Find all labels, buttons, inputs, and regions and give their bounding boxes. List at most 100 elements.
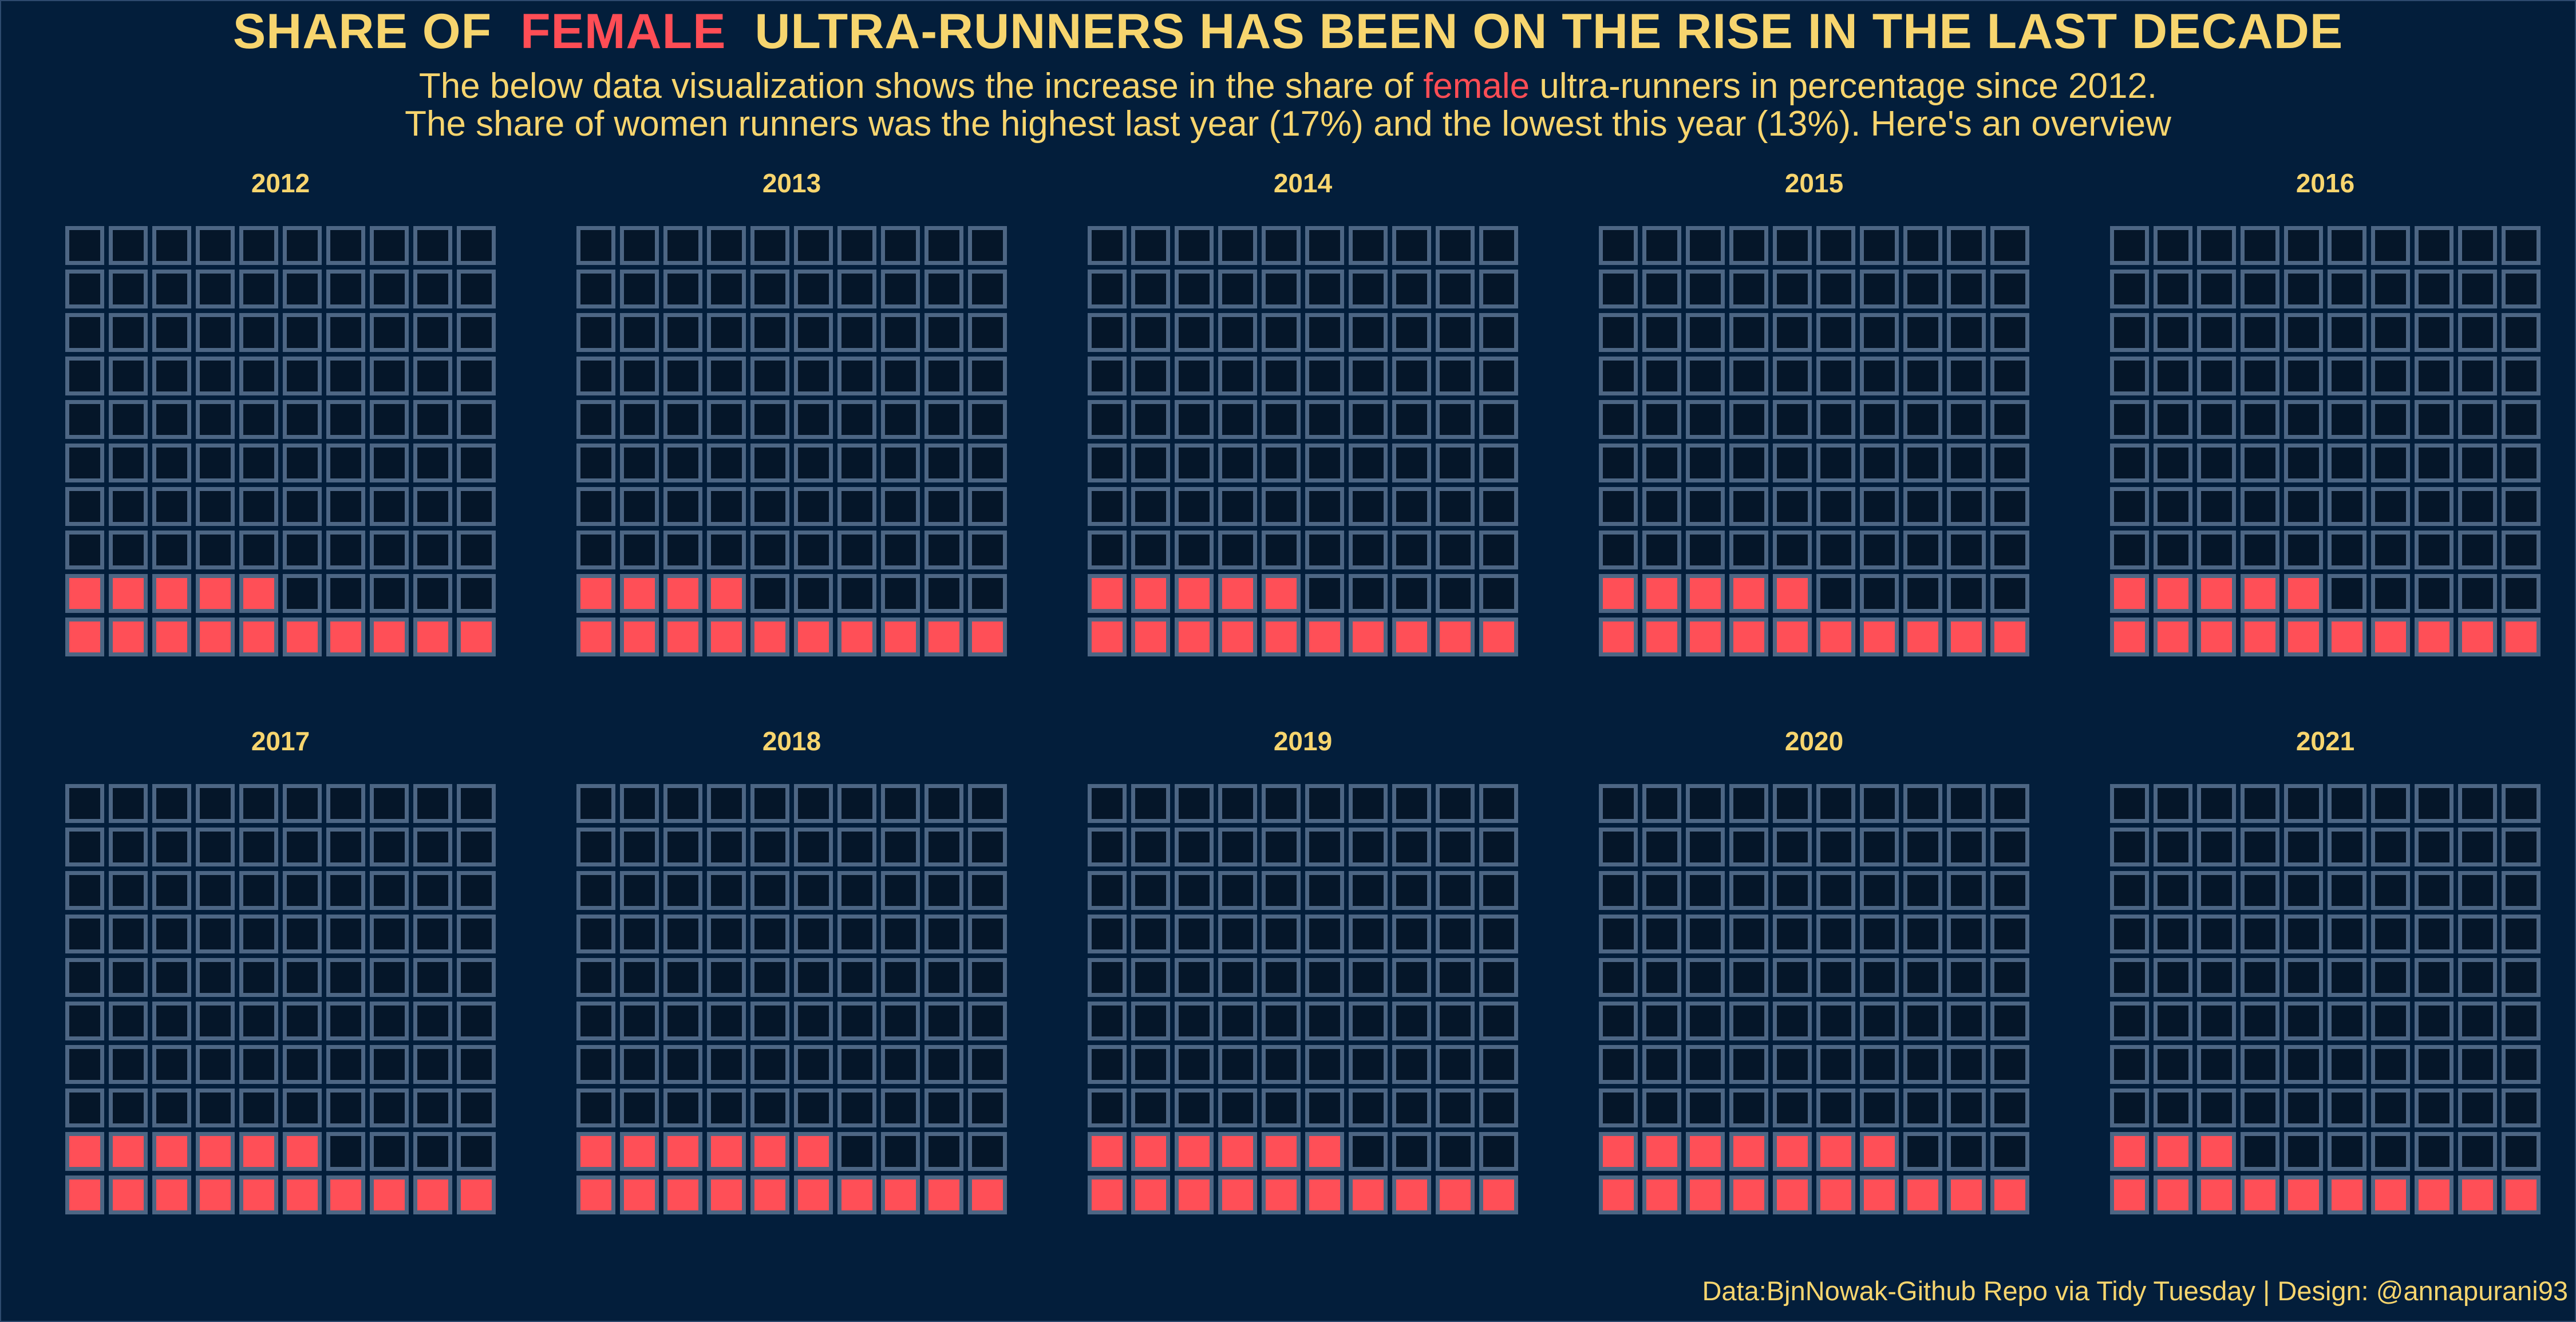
waffle-cell <box>1990 400 2029 439</box>
waffle-cell <box>2502 357 2541 395</box>
waffle-cell-female <box>1479 1175 1518 1214</box>
waffle-cell-female <box>1860 618 1899 656</box>
waffle-cell <box>924 828 963 866</box>
waffle-cell <box>663 226 702 265</box>
waffle-cell <box>1479 357 1518 395</box>
waffle-cell <box>1990 357 2029 395</box>
waffle-cell <box>1903 1089 1942 1127</box>
waffle-cell <box>924 226 963 265</box>
waffle-cell-female <box>65 1175 104 1214</box>
waffle-cell <box>881 1089 920 1127</box>
waffle-cell-female <box>283 1132 322 1171</box>
waffle-cell <box>1816 784 1855 823</box>
waffle-cell <box>881 958 920 997</box>
waffle-cell <box>968 487 1007 526</box>
waffle-cell <box>413 1132 452 1171</box>
waffle-cell <box>152 871 191 910</box>
waffle-cell <box>1175 357 1214 395</box>
waffle-cell <box>924 1045 963 1084</box>
waffle-cell <box>413 444 452 482</box>
waffle-cell <box>1903 444 1942 482</box>
waffle-cell <box>1947 958 1986 997</box>
waffle-cell <box>2154 226 2192 265</box>
waffle-cell <box>1729 226 1768 265</box>
waffle-cell <box>1305 313 1344 352</box>
waffle-cell <box>2371 574 2410 613</box>
waffle-cell <box>1392 828 1431 866</box>
waffle-cell <box>2110 444 2149 482</box>
waffle-cell <box>1349 574 1388 613</box>
waffle-cell <box>663 531 702 569</box>
waffle-cell <box>326 444 365 482</box>
waffle-cell <box>1599 357 1638 395</box>
waffle-panel-2021: 2021 <box>2110 726 2541 1214</box>
waffle-cell <box>2502 958 2541 997</box>
waffle-panel-2017: 2017 <box>65 726 496 1214</box>
waffle-cell-female <box>1773 1175 1812 1214</box>
waffle-cell <box>1816 1089 1855 1127</box>
waffle-cell <box>370 1132 409 1171</box>
waffle-cell <box>2328 270 2366 308</box>
waffle-cell <box>2415 400 2453 439</box>
waffle-cell <box>924 357 963 395</box>
waffle-cell <box>239 1045 278 1084</box>
waffle-cell <box>2197 871 2236 910</box>
waffle-cell <box>152 915 191 953</box>
waffle-cell-female <box>663 618 702 656</box>
waffle-cell <box>1088 1045 1127 1084</box>
waffle-cell <box>1305 226 1344 265</box>
waffle-cell <box>1686 958 1725 997</box>
waffle-cell <box>1479 487 1518 526</box>
waffle-cell <box>2458 313 2497 352</box>
waffle-cell <box>239 784 278 823</box>
waffle-cell-female <box>196 1175 235 1214</box>
waffle-cell <box>2371 270 2410 308</box>
waffle-cell-female <box>239 1175 278 1214</box>
waffle-cell <box>326 784 365 823</box>
waffle-cell <box>2328 574 2366 613</box>
waffle-cell <box>968 1132 1007 1171</box>
waffle-cell <box>196 357 235 395</box>
waffle-cell-female <box>1686 618 1725 656</box>
waffle-cell <box>576 487 615 526</box>
waffle-cell <box>370 400 409 439</box>
waffle-cell <box>1903 784 1942 823</box>
waffle-cell <box>1392 444 1431 482</box>
waffle-cell <box>2371 531 2410 569</box>
waffle-cell-female <box>968 1175 1007 1214</box>
waffle-cell <box>65 487 104 526</box>
waffle-cell-female <box>1262 574 1301 613</box>
waffle-cell <box>1903 1002 1942 1040</box>
waffle-cell <box>283 828 322 866</box>
waffle-cell <box>1990 313 2029 352</box>
waffle-cell-female <box>2415 618 2453 656</box>
waffle-cell <box>1903 1132 1942 1171</box>
waffle-cell <box>152 531 191 569</box>
waffle-cell-female <box>2110 1175 2149 1214</box>
waffle-cell <box>2371 357 2410 395</box>
waffle-cell <box>2154 1002 2192 1040</box>
waffle-cell <box>1349 357 1388 395</box>
waffle-cell <box>1947 357 1986 395</box>
waffle-cell <box>1392 574 1431 613</box>
panel-title: 2015 <box>1784 168 1844 198</box>
waffle-cell <box>1773 400 1812 439</box>
panel-title: 2012 <box>251 168 310 198</box>
waffle-cell <box>326 357 365 395</box>
waffle-cell <box>1947 487 1986 526</box>
waffle-cell-female <box>707 1175 746 1214</box>
waffle-cell <box>707 1002 746 1040</box>
waffle-cell <box>2110 400 2149 439</box>
waffle-cell <box>2197 270 2236 308</box>
waffle-cell <box>2458 444 2497 482</box>
waffle-cell <box>2154 270 2192 308</box>
waffle-cell <box>457 313 496 352</box>
waffle-cell <box>837 958 876 997</box>
waffle-cell <box>1642 400 1681 439</box>
waffle-cell <box>1479 531 1518 569</box>
waffle-cell <box>1947 444 1986 482</box>
waffle-cell <box>1860 487 1899 526</box>
waffle-cell <box>750 915 789 953</box>
waffle-cell <box>2328 400 2366 439</box>
subtitle-line-1: The below data visualization shows the i… <box>0 69 2576 104</box>
